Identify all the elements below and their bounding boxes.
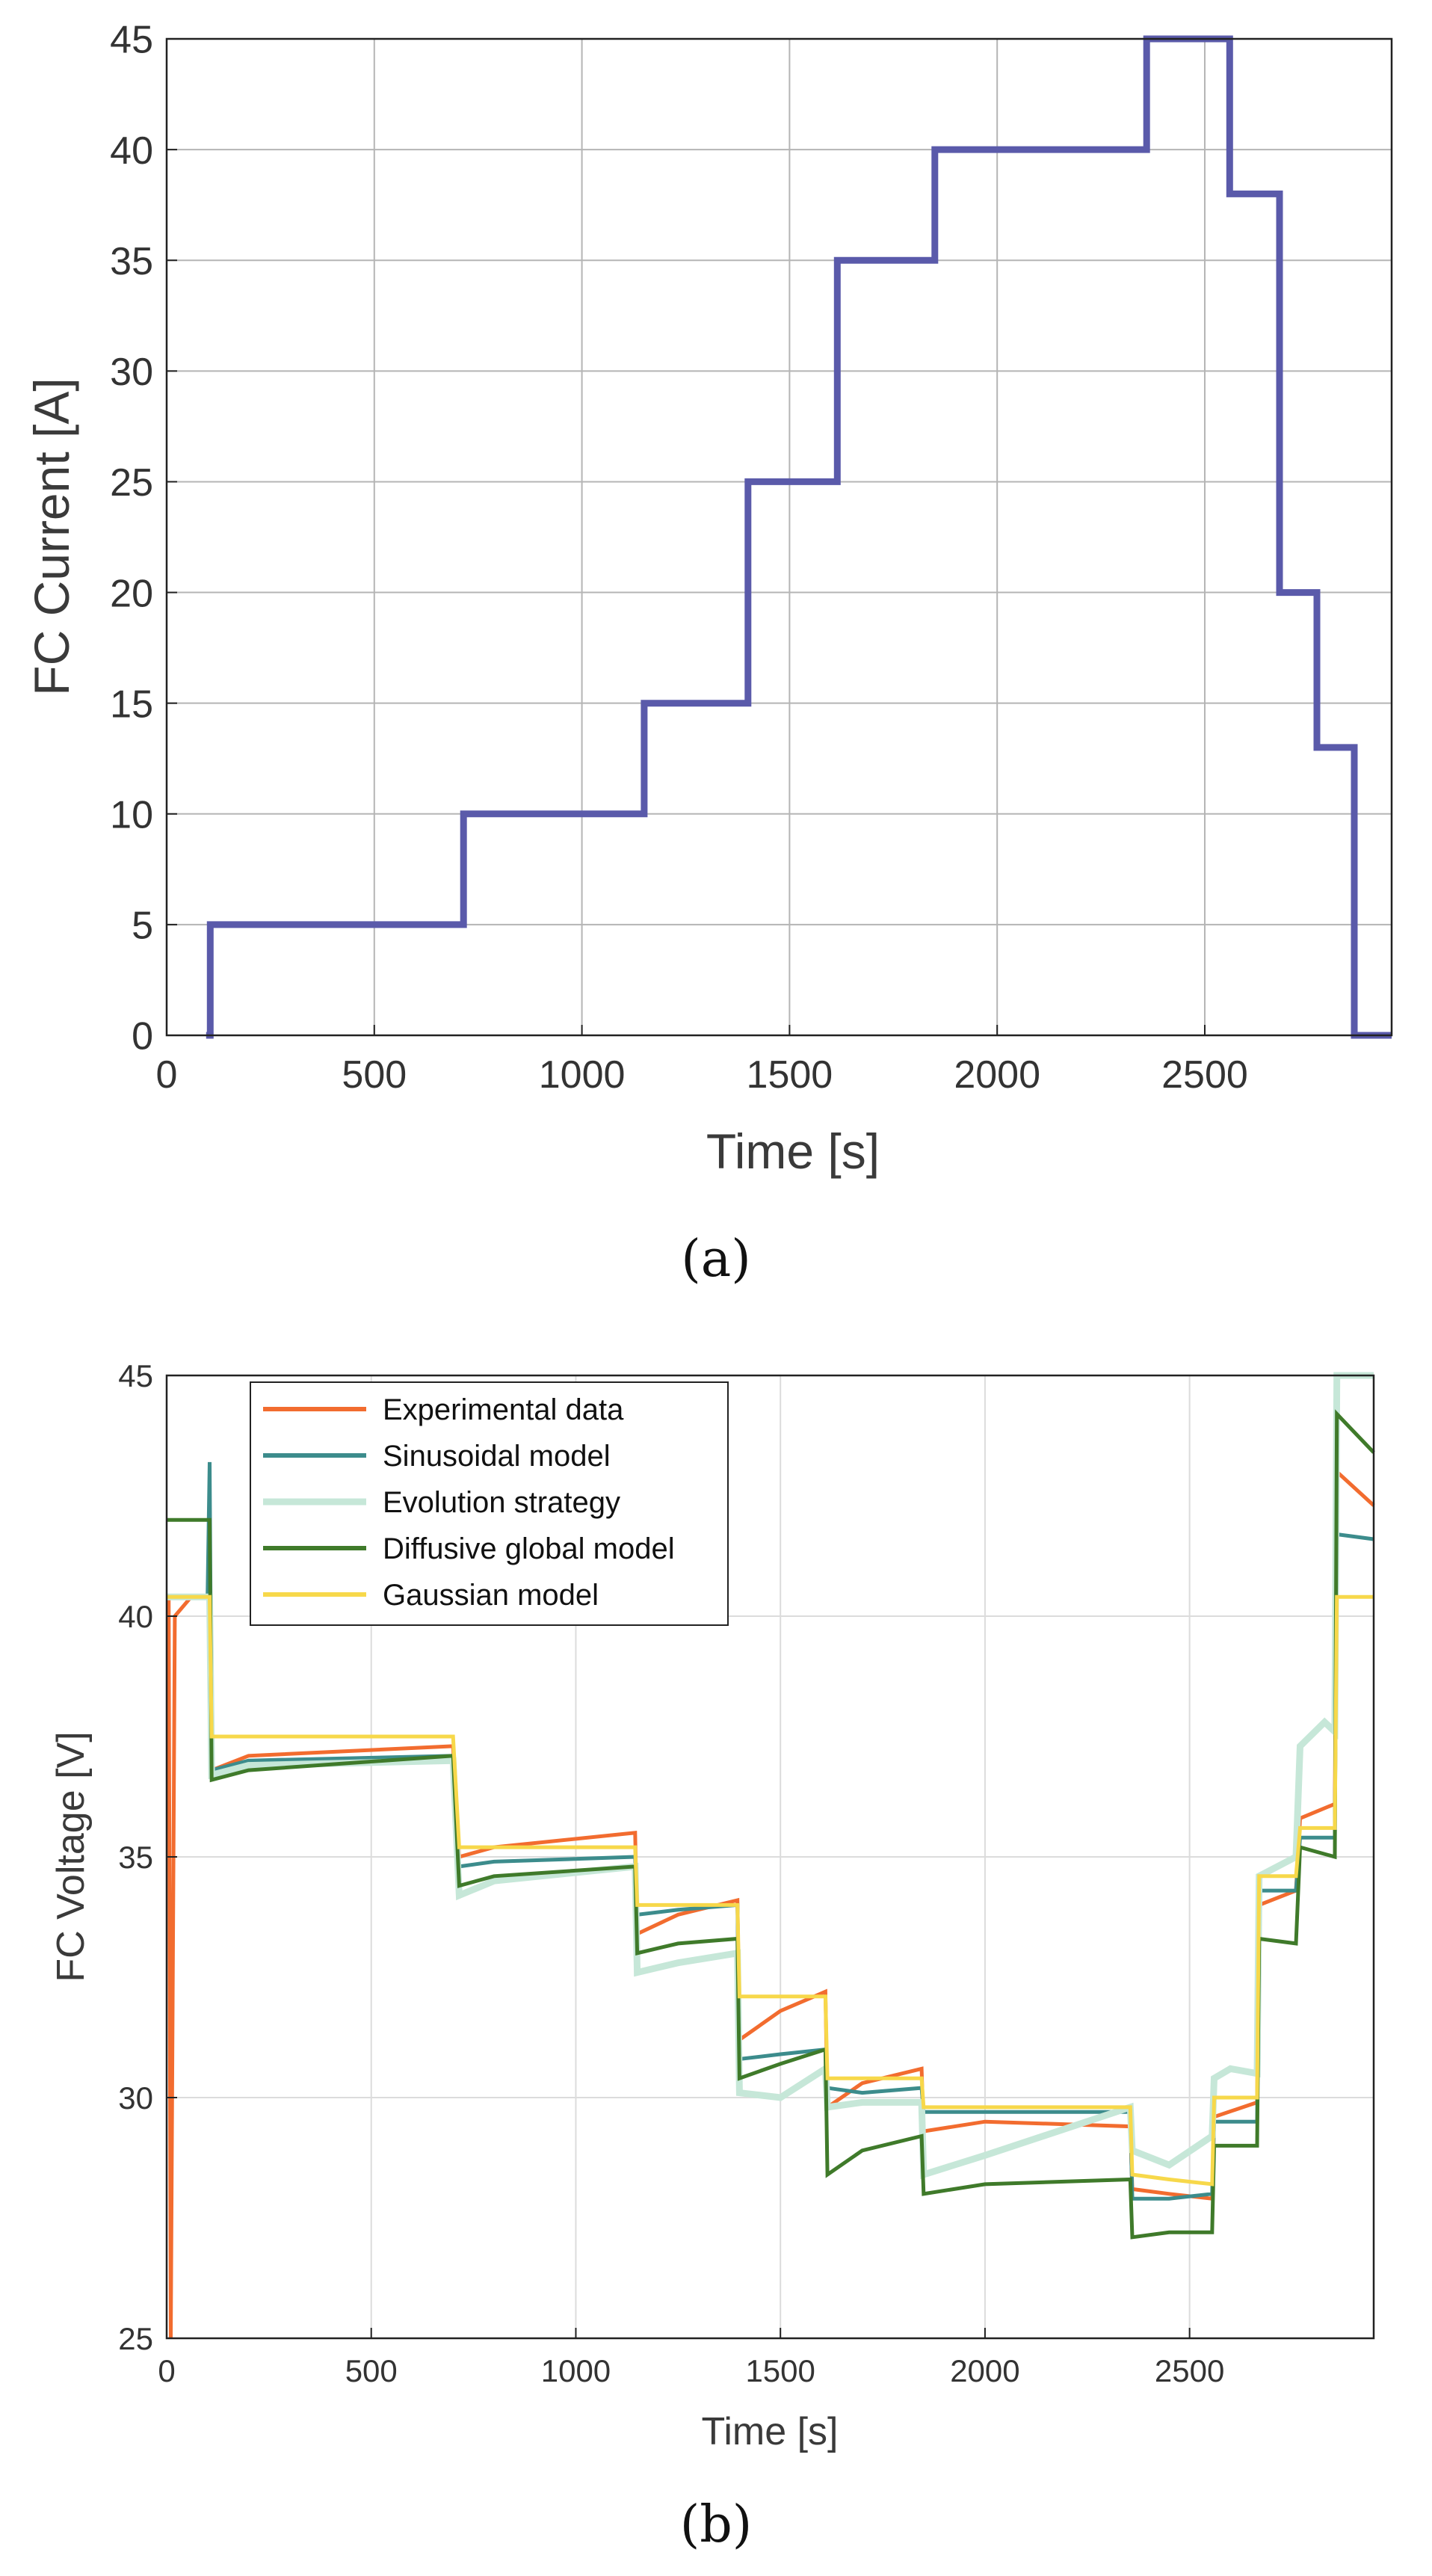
x-tick-label: 500 xyxy=(345,2353,398,2388)
y-tick-label: 20 xyxy=(110,572,153,615)
y-tick-label: 25 xyxy=(118,2321,153,2356)
x-tick-label: 0 xyxy=(156,1053,178,1097)
x-tick-label: 0 xyxy=(158,2353,175,2388)
chart-b-y-axis-label: FC Voltage [V] xyxy=(49,1731,93,1982)
series-line-fc-current xyxy=(206,35,1392,1039)
y-tick-label: 30 xyxy=(110,351,153,394)
y-tick-label: 5 xyxy=(132,905,153,948)
y-tick-label: 40 xyxy=(110,129,153,173)
legend-label-diffusive-global-model: Diffusive global model xyxy=(383,1532,675,1565)
y-tick-label: 0 xyxy=(132,1015,153,1059)
y-tick-label: 25 xyxy=(110,461,153,505)
y-tick-label: 35 xyxy=(110,240,153,283)
y-tick-label: 45 xyxy=(118,1358,153,1393)
y-tick-label: 45 xyxy=(110,19,153,62)
x-tick-label: 2500 xyxy=(1155,2353,1224,2388)
legend-label-evolution-strategy: Evolution strategy xyxy=(383,1486,620,1519)
chart-a-y-axis-label: FC Current [A] xyxy=(24,378,79,695)
x-tick-label: 1500 xyxy=(747,1053,833,1097)
y-tick-label: 10 xyxy=(110,793,153,836)
y-tick-label: 40 xyxy=(118,1599,153,1634)
chart-a-x-ticks: 0 500 1000 1500 2000 2500 xyxy=(156,1025,1248,1097)
chart-b-y-ticks: 25 30 35 40 45 xyxy=(118,1358,177,2356)
chart-a: 0 500 1000 1500 2000 2500 051015202530354045 … xyxy=(24,19,1393,1289)
chart-b-panel-label: (b) xyxy=(680,2495,753,2554)
legend-label-experimental-data: Experimental data xyxy=(383,1393,624,1426)
chart-a-panel-label: (a) xyxy=(681,1230,751,1289)
y-tick-label: 35 xyxy=(118,1840,153,1875)
x-tick-label: 2500 xyxy=(1161,1053,1248,1097)
chart-a-series xyxy=(206,35,1392,1039)
x-tick-label: 2000 xyxy=(954,1053,1040,1097)
x-tick-label: 2000 xyxy=(950,2353,1019,2388)
chart-b-legend: Experimental data Sinusoidal model Evoluti… xyxy=(250,1381,729,1626)
x-tick-label: 1000 xyxy=(541,2353,611,2388)
x-tick-label: 1000 xyxy=(539,1053,626,1097)
chart-b: 0 500 1000 1500 2000 2500 25 30 35 40 45 Time [s]… xyxy=(49,1358,1375,2554)
y-tick-label: 15 xyxy=(110,682,153,726)
chart-a-x-axis-label: Time [s] xyxy=(706,1124,880,1179)
x-tick-label: 500 xyxy=(342,1053,407,1097)
y-tick-label: 30 xyxy=(118,2080,153,2116)
chart-b-x-axis-label: Time [s] xyxy=(702,2410,839,2453)
series-line-gaussian-model xyxy=(167,1594,1374,2187)
x-tick-label: 1500 xyxy=(745,2353,815,2388)
chart-a-grid xyxy=(167,39,1392,1035)
chart-a-y-ticks: 0 5 10 15 20 25 30 35 40 45 xyxy=(110,19,177,1059)
legend-label-sinusoidal-model: Sinusoidal model xyxy=(383,1440,611,1473)
legend-label-gaussian-model: Gaussian model xyxy=(383,1579,599,1612)
chart-b-series xyxy=(167,1372,1375,2339)
chart-b-x-ticks: 0 500 1000 1500 2000 2500 xyxy=(158,2328,1224,2388)
chart-a-axes-box xyxy=(165,37,1393,1037)
